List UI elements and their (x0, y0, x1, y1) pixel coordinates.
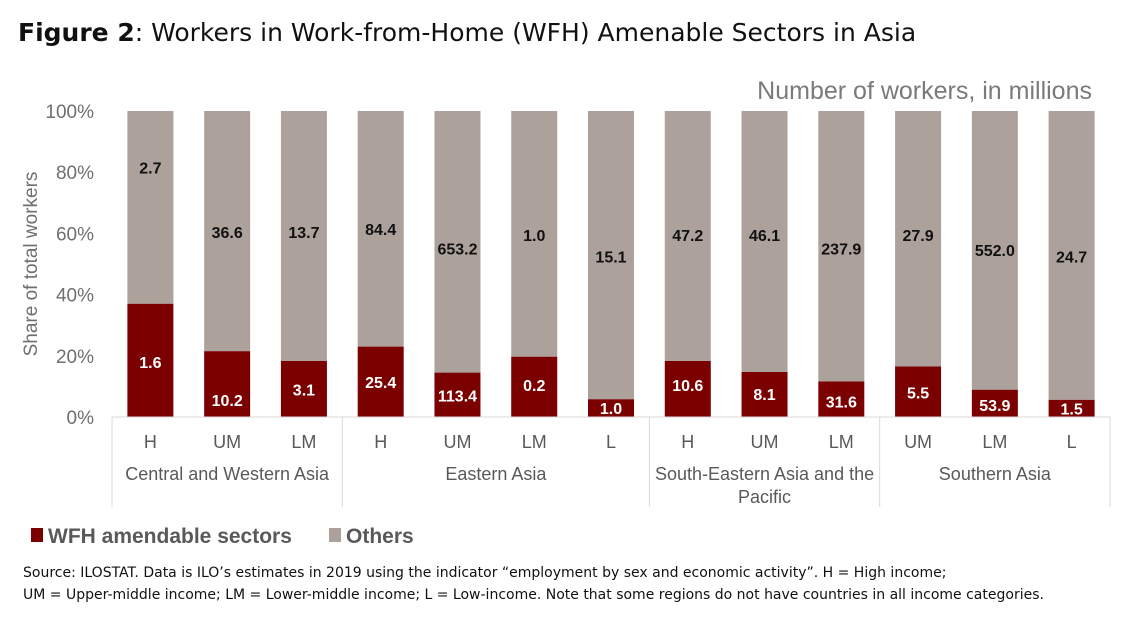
data-label-wfh: 113.4 (438, 389, 477, 406)
bar-others (971, 111, 1018, 390)
data-label-others: 46.1 (749, 228, 780, 245)
data-label-others: 653.2 (437, 242, 477, 259)
x-tick-label: UM (213, 432, 241, 452)
bar-wfh (280, 361, 327, 417)
bar-others (511, 111, 558, 357)
bar-others (127, 111, 174, 304)
bar-wfh (588, 399, 634, 417)
data-label-wfh: 0.2 (523, 378, 545, 395)
group-label: Eastern Asia (445, 464, 547, 484)
y-tick-label: 60% (56, 224, 94, 245)
bar-wfh (511, 356, 558, 417)
data-label-wfh: 53.9 (979, 398, 1010, 415)
chart-annotation: Number of workers, in millions (757, 77, 1092, 105)
data-label-others: 27.9 (903, 228, 934, 245)
bar-others (357, 111, 404, 347)
bar-others (280, 111, 327, 362)
legend-label-wfh: WFH amendable sectors (48, 525, 292, 548)
y-axis-title: Share of total workers (21, 172, 42, 357)
bar-others (1048, 111, 1095, 400)
group-label: Southern Asia (939, 464, 1052, 484)
y-tick-label: 100% (45, 102, 94, 123)
legend-swatch-others (329, 528, 341, 542)
data-label-wfh: 1.5 (1060, 401, 1082, 418)
bar-wfh (895, 366, 942, 417)
x-tick-label: LM (291, 432, 316, 452)
bar-wfh (127, 303, 174, 417)
bar-wfh (818, 381, 865, 417)
group-label: South-Eastern Asia and the (655, 464, 874, 484)
x-tick-label: LM (522, 432, 547, 452)
y-tick-label: 20% (56, 347, 94, 368)
group-label: Pacific (738, 487, 791, 507)
data-label-others: 1.0 (523, 228, 545, 245)
y-tick-label: 40% (56, 286, 94, 307)
figure-title: Figure 2: Workers in Work-from-Home (WFH… (18, 18, 916, 47)
x-tick-label: LM (829, 432, 854, 452)
bar-wfh (971, 389, 1018, 417)
bar-wfh (664, 361, 711, 417)
bar-wfh (1048, 399, 1095, 417)
source-line-2: UM = Upper-middle income; LM = Lower-mid… (23, 587, 1044, 603)
figure-label: Figure 2 (18, 18, 135, 47)
bar-wfh (204, 351, 251, 417)
x-tick-label: UM (443, 432, 471, 452)
x-tick-label: H (681, 432, 694, 452)
source-line-1: Source: ILOSTAT. Data is ILO’s estimates… (23, 565, 947, 581)
data-label-wfh: 25.4 (365, 375, 396, 392)
data-label-others: 36.6 (212, 225, 243, 242)
data-label-wfh: 1.0 (600, 401, 622, 418)
x-tick-label: LM (982, 432, 1007, 452)
data-label-wfh: 31.6 (826, 395, 857, 412)
x-tick-label: L (606, 432, 616, 452)
x-tick-label: UM (904, 432, 932, 452)
bar-wfh (434, 372, 481, 417)
bar-others (588, 111, 634, 400)
x-tick-label: H (144, 432, 157, 452)
group-label: Central and Western Asia (125, 464, 330, 484)
data-label-others: 2.7 (139, 161, 161, 178)
bar-others (741, 111, 788, 373)
bar-others (434, 111, 481, 373)
legend-swatch-wfh (31, 528, 43, 542)
data-label-wfh: 8.1 (753, 387, 775, 404)
y-tick-label: 0% (67, 408, 95, 429)
bar-others (204, 111, 251, 352)
stacked-bar-chart: Number of workers, in millions Share of t… (21, 77, 1111, 548)
x-tick-label: UM (751, 432, 779, 452)
data-label-others: 13.7 (288, 225, 319, 242)
legend-label-others: Others (346, 525, 414, 548)
bar-others (895, 111, 942, 367)
data-label-others: 15.1 (595, 249, 626, 266)
data-label-wfh: 10.2 (212, 393, 243, 410)
bar-wfh (357, 346, 404, 417)
data-label-wfh: 10.6 (672, 378, 703, 395)
data-label-others: 552.0 (975, 243, 1015, 260)
data-label-wfh: 1.6 (139, 355, 161, 372)
data-label-others: 237.9 (821, 242, 861, 259)
figure-title-text: : Workers in Work-from-Home (WFH) Amenab… (134, 18, 917, 47)
y-tick-label: 80% (56, 163, 94, 184)
data-label-others: 24.7 (1056, 249, 1087, 266)
x-tick-label: H (374, 432, 387, 452)
bar-others (818, 111, 865, 382)
data-label-others: 47.2 (672, 228, 703, 245)
data-label-wfh: 5.5 (907, 386, 929, 403)
data-label-wfh: 3.1 (293, 382, 315, 399)
bar-wfh (741, 372, 788, 417)
data-label-others: 84.4 (365, 222, 396, 239)
bar-others (664, 111, 711, 362)
x-tick-label: L (1067, 432, 1077, 452)
source-note: Source: ILOSTAT. Data is ILO’s estimates… (23, 562, 1113, 606)
